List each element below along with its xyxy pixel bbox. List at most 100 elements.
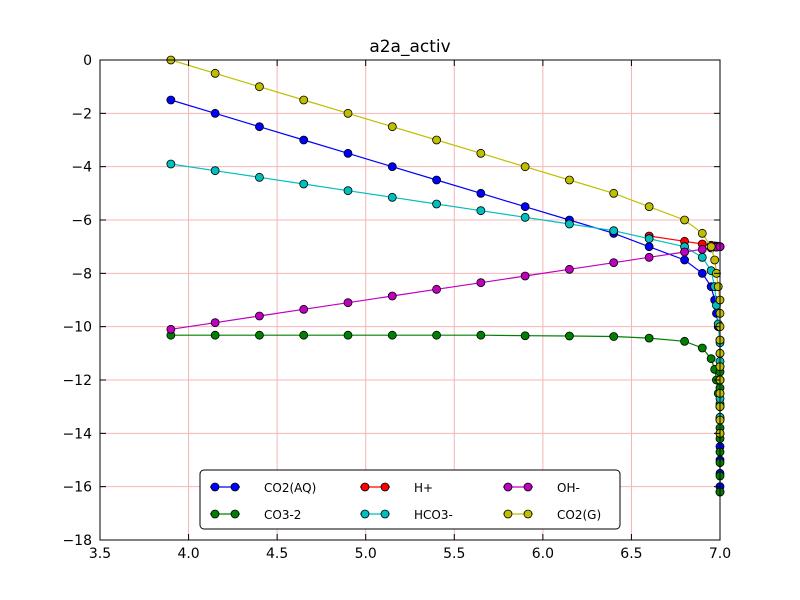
y-tick-label: −14 [62,426,92,442]
data-point [476,206,486,216]
plot-series [166,55,725,497]
data-point [520,202,530,212]
data-point [706,242,716,252]
data-point [166,95,176,105]
legend-marker [380,482,390,492]
data-point [697,244,707,254]
x-tick-label: 5.0 [355,546,377,562]
x-tick-label: 6.0 [532,546,554,562]
series-line [170,59,721,434]
data-point [697,252,707,262]
data-point [210,330,220,340]
data-point [343,298,353,308]
data-point [255,330,264,340]
data-point [680,336,689,346]
y-tick-label: 0 [83,53,92,69]
data-point [680,247,689,257]
legend-label: OH- [557,481,580,495]
data-point [609,332,619,341]
data-point [706,354,716,364]
data-point [210,108,220,118]
legend-marker [360,509,370,519]
chart-title: a2a_activ [369,37,450,57]
legend-entry: CO2(G) [503,508,601,522]
x-tick-label: 3.5 [89,546,111,562]
legend-entry: HCO3- [360,508,453,522]
data-point [644,242,654,252]
legend-marker [380,509,390,519]
data-point [432,175,441,185]
legend-marker [523,509,533,519]
x-tick-label: 4.0 [177,546,199,562]
data-point [609,258,619,268]
data-point [565,175,574,185]
legend-entry: H+ [360,481,433,495]
data-point [565,331,574,341]
series-line [170,163,721,434]
legend-entry: OH- [503,481,580,495]
legend: CO2(AQ) CO3-2 H+ HCO3- OH- CO2(G) [199,469,621,530]
data-point [476,330,486,340]
series-hco3- [166,159,725,438]
x-tick-label: 5.5 [443,546,465,562]
data-point [644,234,654,244]
data-point [255,311,264,321]
data-point [387,122,397,132]
legend-marker [503,482,513,492]
data-point [644,202,654,212]
legend-entry: CO3-2 [210,508,301,522]
y-tick-label: −8 [71,266,92,282]
series-line [170,246,721,330]
data-point [520,212,530,222]
data-point [299,135,309,145]
plot-frame [99,59,721,541]
data-point [210,68,220,78]
data-point [697,343,707,353]
legend-marker [230,509,240,519]
data-point [476,148,486,158]
legend-label: CO2(AQ) [264,481,316,495]
y-tick-label: −6 [71,213,92,229]
data-point [697,228,707,238]
y-tick-label: −12 [62,373,92,389]
data-point [255,122,264,132]
data-point [680,215,689,225]
data-point [255,82,264,92]
legend-marker [230,482,240,492]
y-tick-label: −10 [62,320,92,336]
data-point [710,255,720,265]
data-point [387,192,397,202]
legend-label: H+ [414,481,433,495]
y-tick-label: −4 [71,160,92,176]
legend-label: CO2(G) [557,508,601,522]
data-point [299,330,309,340]
data-point [680,255,689,265]
data-point [713,282,723,292]
legend-entry: CO2(AQ) [210,481,316,495]
x-tick-label: 4.5 [266,546,288,562]
x-tick-label: 6.5 [620,546,642,562]
data-point [299,304,309,314]
data-point [166,324,176,334]
data-point [609,188,619,198]
legend-label: HCO3- [414,508,453,522]
series-oh- [166,242,725,334]
data-point [343,186,353,196]
data-point [697,268,707,278]
data-point [565,264,574,274]
data-point [432,284,441,294]
series-co2-aq- [166,95,725,497]
data-point [432,199,441,209]
legend-marker [210,509,220,519]
data-point [432,330,441,340]
data-point [343,148,353,158]
legend-marker [523,482,533,492]
series-line [170,334,721,492]
legend-marker [360,482,370,492]
data-point [299,95,309,105]
data-point [609,226,619,236]
y-tick-label: −18 [62,533,92,549]
data-point [210,166,220,176]
data-point [644,252,654,262]
